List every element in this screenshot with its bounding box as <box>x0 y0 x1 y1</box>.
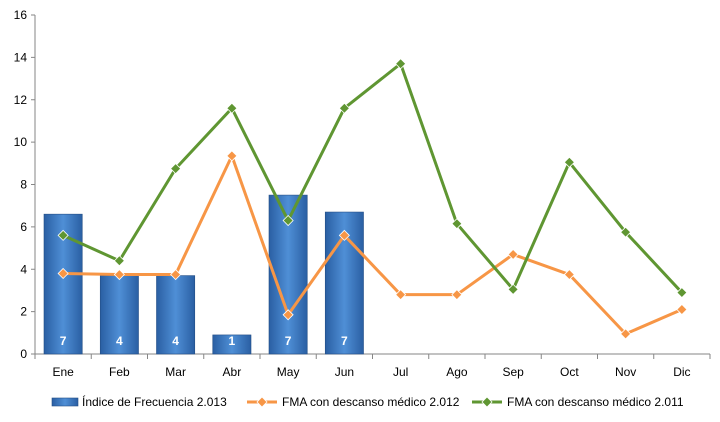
x-tick-label: May <box>277 365 300 379</box>
line-point <box>338 102 350 114</box>
series-line <box>62 62 683 294</box>
line-point <box>226 150 238 162</box>
line-point <box>282 309 294 321</box>
line-point <box>282 214 294 227</box>
x-tick-label: Dic <box>673 365 690 379</box>
bar <box>156 275 196 355</box>
line-point <box>676 286 688 299</box>
line-point <box>395 289 407 301</box>
legend-swatch <box>51 397 79 407</box>
line-point <box>113 268 125 281</box>
bar-data-label: 7 <box>60 334 67 348</box>
x-tick-label: Ene <box>52 365 74 379</box>
y-tick-label: 0 <box>20 347 27 361</box>
y-tick-label: 8 <box>20 178 27 192</box>
line-series <box>57 58 688 340</box>
x-tick-label: Abr <box>223 365 242 379</box>
line-point <box>620 226 632 238</box>
line-point <box>170 163 182 175</box>
x-tick-label: Mar <box>165 365 186 379</box>
line-point <box>451 218 463 230</box>
series-line <box>63 154 683 336</box>
bar-data-label: 1 <box>229 334 236 348</box>
x-tick-label: Jun <box>335 365 354 379</box>
line-point <box>395 58 407 70</box>
bar-data-label: 4 <box>116 334 123 348</box>
x-tick-label: Ago <box>446 365 468 379</box>
legend-marker <box>481 396 493 408</box>
line-point <box>57 229 69 241</box>
y-tick-label: 16 <box>14 8 28 22</box>
line-point <box>620 328 632 340</box>
bar <box>99 275 139 355</box>
y-tick-label: 2 <box>20 305 27 319</box>
bar <box>212 334 252 355</box>
y-tick-label: 10 <box>14 135 28 149</box>
line-point <box>563 156 575 168</box>
line-point <box>170 268 182 281</box>
bar-data-label: 7 <box>285 334 292 348</box>
legend: Índice de Frecuencia 2.013 FMA con descan… <box>51 394 684 409</box>
legend-label: Índice de Frecuencia 2.013 <box>82 394 227 409</box>
legend-label: FMA con descanso médico 2.011 <box>507 395 684 409</box>
bar-data-label: 4 <box>172 334 179 348</box>
x-tick-label: Nov <box>615 365 636 379</box>
x-tick-label: Feb <box>109 365 130 379</box>
x-tick-label: Jul <box>393 365 408 379</box>
line-point <box>507 283 519 295</box>
y-tick-label: 6 <box>20 220 27 234</box>
line-point <box>226 102 238 114</box>
line-point <box>113 255 125 267</box>
line-point <box>451 289 463 301</box>
line-point <box>57 267 69 280</box>
line-point <box>676 303 688 316</box>
bar-data-label: 7 <box>341 334 348 348</box>
line-point <box>563 268 575 281</box>
x-tick-label: Oct <box>560 365 579 379</box>
y-tick-label: 14 <box>14 50 28 64</box>
legend-marker <box>256 396 268 408</box>
y-tick-label: 4 <box>20 262 27 276</box>
line-point <box>338 229 350 241</box>
legend-label: FMA con descanso médico 2.012 <box>282 395 460 409</box>
y-tick-label: 12 <box>14 93 28 107</box>
line-point <box>507 248 519 260</box>
x-tick-label: Sep <box>502 365 524 379</box>
